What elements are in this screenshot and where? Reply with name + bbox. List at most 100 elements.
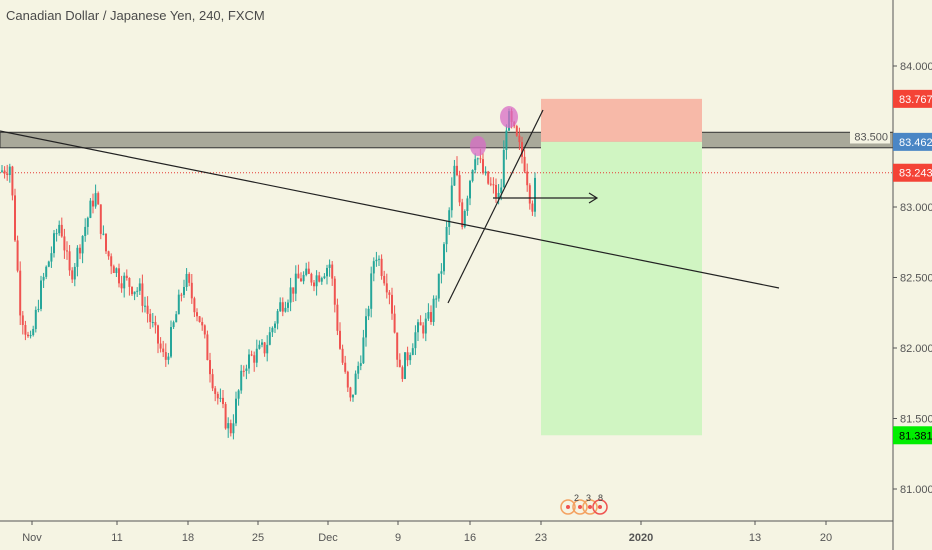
- candle-body: [112, 266, 115, 274]
- candle-body: [253, 355, 256, 363]
- entry-price-label: 83.462: [899, 137, 932, 149]
- stop-price-label: 83.767: [899, 94, 932, 106]
- event-dot: [566, 505, 570, 509]
- candle-body: [53, 233, 55, 254]
- candle-body: [396, 332, 399, 360]
- candle-body: [500, 187, 503, 194]
- candle-body: [292, 287, 295, 294]
- candle-body: [24, 325, 27, 335]
- candle-body: [162, 348, 165, 353]
- candle-body: [255, 348, 258, 363]
- candle-body: [320, 278, 323, 282]
- candle-body: [32, 329, 35, 336]
- candle-body: [281, 302, 284, 312]
- stop-price-label-bg: [893, 89, 932, 108]
- y-tick-label: 83.000: [900, 202, 932, 214]
- candle-body: [357, 365, 360, 374]
- last-price-label-bg: [893, 163, 932, 182]
- event-dot: [598, 505, 602, 509]
- candle-body: [515, 126, 518, 136]
- candle-body: [424, 318, 427, 334]
- candle-body: [240, 370, 243, 391]
- candle-body: [469, 180, 471, 199]
- candle-body: [248, 354, 250, 369]
- candle-body: [331, 264, 334, 279]
- event-icon: [560, 499, 576, 515]
- candle-body: [284, 307, 287, 312]
- candle-body: [97, 193, 100, 205]
- event-icon: [592, 499, 608, 515]
- y-tick-label: 81.000: [900, 484, 932, 496]
- candle-body: [268, 332, 271, 345]
- x-tick-label: 16: [464, 532, 476, 544]
- candle-body: [219, 397, 222, 399]
- candle-body: [120, 283, 123, 289]
- top-marker-circle: [500, 106, 518, 128]
- candle-body: [224, 404, 227, 429]
- candle-body: [487, 171, 490, 184]
- candle-body: [359, 363, 362, 366]
- candle-body: [227, 423, 230, 429]
- candle-body: [502, 149, 505, 188]
- candle-body: [136, 290, 139, 292]
- candle-body: [11, 166, 14, 196]
- x-tick-label: Dec: [318, 532, 338, 544]
- event-count: 8: [598, 493, 603, 503]
- candle-body: [42, 276, 45, 281]
- candle-body: [445, 226, 448, 245]
- y-tick-label: 84.000: [900, 61, 932, 73]
- candle-body: [391, 294, 393, 314]
- candle-body: [133, 291, 136, 295]
- candle-body: [409, 354, 412, 361]
- candle-body: [193, 298, 196, 313]
- candle-body: [401, 367, 404, 379]
- candle-body: [336, 304, 339, 331]
- candle-body: [107, 251, 110, 257]
- candle-body: [534, 177, 536, 212]
- candle-body: [497, 193, 500, 198]
- uptrend-line: [447, 109, 544, 304]
- candle-body: [274, 323, 276, 328]
- x-tick-label: 11: [111, 532, 122, 544]
- candle-body: [362, 337, 365, 364]
- x-tick-label: 2020: [629, 532, 653, 544]
- candle-body: [105, 233, 107, 252]
- candle-body: [458, 175, 461, 203]
- event-icon: [582, 499, 598, 515]
- candle-body: [68, 251, 71, 271]
- entry-price-label-bg: [893, 132, 932, 151]
- candle-body: [456, 165, 458, 176]
- candle-body: [201, 322, 204, 326]
- candle-body: [258, 344, 261, 349]
- candle-body: [19, 270, 22, 316]
- candle-body: [8, 166, 11, 175]
- candle-body: [250, 354, 253, 356]
- candle-body: [289, 287, 292, 303]
- candle-body: [118, 268, 120, 284]
- candle-body: [40, 280, 42, 309]
- candle-body: [437, 273, 440, 299]
- candle-body: [375, 259, 378, 262]
- x-tick-label: 13: [749, 532, 761, 544]
- candle-body: [154, 322, 157, 326]
- candle-body: [276, 311, 279, 324]
- candle-body: [427, 312, 430, 319]
- downtrend-line: [0, 130, 780, 289]
- candle-body: [128, 278, 131, 287]
- candle-body: [300, 278, 302, 282]
- y-tick-label: 83.500: [854, 132, 888, 144]
- candle-body: [235, 398, 237, 424]
- candle-body: [349, 387, 352, 398]
- candle-body: [313, 282, 315, 287]
- candle-body: [432, 298, 435, 322]
- chart-title: Canadian Dollar / Japanese Yen, 240, FXC…: [6, 8, 265, 23]
- candle-body: [232, 423, 235, 434]
- candle-body: [102, 233, 105, 235]
- candle-body: [60, 224, 63, 237]
- candle-body: [461, 202, 464, 227]
- candle-body: [115, 268, 118, 274]
- candle-body: [245, 368, 248, 371]
- candle-body: [326, 267, 328, 277]
- event-dot: [588, 505, 592, 509]
